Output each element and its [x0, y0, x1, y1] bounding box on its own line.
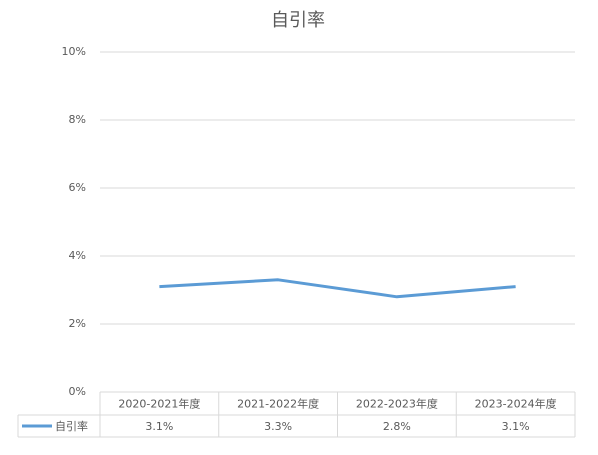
- table-value: 2.8%: [383, 420, 411, 433]
- y-tick-label: 8%: [69, 113, 86, 126]
- table-value: 3.1%: [502, 420, 530, 433]
- x-tick-label: 2023-2024年度: [475, 397, 557, 411]
- y-tick-label: 0%: [69, 385, 86, 398]
- x-tick-label: 2022-2023年度: [356, 397, 438, 411]
- series-line: [159, 278, 516, 299]
- x-tick-label: 2020-2021年度: [118, 397, 200, 411]
- legend-label: 自引率: [55, 419, 88, 433]
- chart-title: 自引率: [271, 10, 325, 31]
- y-tick-label: 4%: [69, 249, 86, 262]
- y-tick-label: 6%: [69, 181, 86, 194]
- x-tick-label: 2021-2022年度: [237, 397, 319, 411]
- y-tick-label: 10%: [62, 45, 86, 58]
- y-tick-label: 2%: [69, 317, 86, 330]
- table-value: 3.3%: [264, 420, 292, 433]
- table-value: 3.1%: [145, 420, 173, 433]
